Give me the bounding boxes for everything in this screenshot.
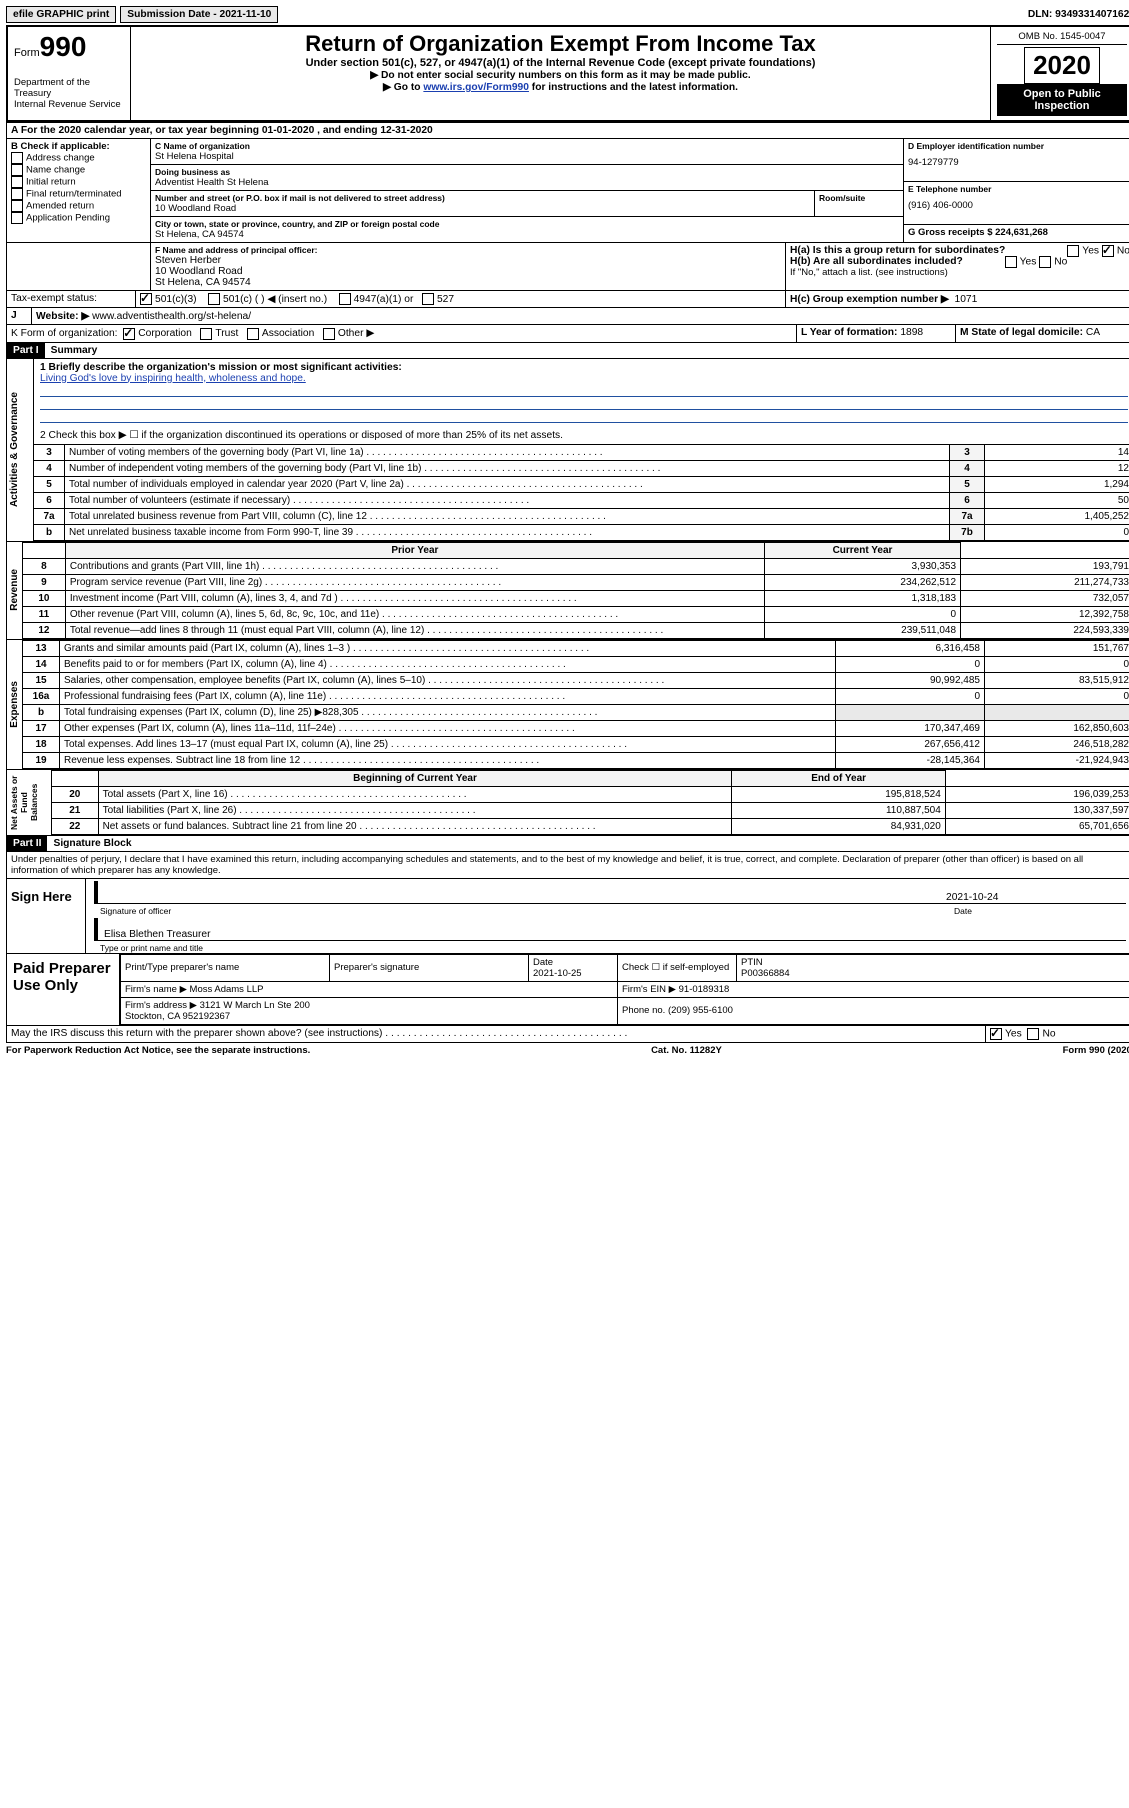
section-b-to-g: B Check if applicable: Address change Na… [6, 139, 1129, 243]
omb-number: OMB No. 1545-0047 [997, 31, 1127, 45]
c-dba-lbl: Doing business as [155, 167, 899, 177]
c-addr: 10 Woodland Road [155, 203, 810, 214]
e-lbl: E Telephone number [908, 184, 1129, 194]
form-subtitle: Under section 501(c), 527, or 4947(a)(1)… [137, 57, 984, 69]
h-b-note: If "No," attach a list. (see instruction… [790, 267, 1129, 278]
vert-netassets: Net Assets or Fund Balances [7, 770, 41, 835]
sign-here: Sign Here [7, 879, 86, 953]
h-a: H(a) Is this a group return for subordin… [790, 245, 1129, 256]
b-title: B Check if applicable: [11, 141, 146, 152]
row-j: J Website: ▶ www.adventisthealth.org/st-… [6, 308, 1129, 325]
i-opts: 501(c)(3) 501(c) ( ) ◀ (insert no.) 4947… [136, 291, 786, 307]
part1-header: Part ISummary [6, 343, 1129, 359]
part2-header: Part IISignature Block [6, 836, 1129, 852]
f-lbl: F Name and address of principal officer: [155, 245, 781, 255]
irs-link[interactable]: www.irs.gov/Form990 [423, 82, 529, 93]
vert-governance: Activities & Governance [7, 388, 22, 511]
top-bar: efile GRAPHIC print Submission Date - 20… [6, 6, 1129, 23]
b-opt-1[interactable]: Name change [11, 164, 146, 176]
efile-button[interactable]: efile GRAPHIC print [6, 6, 116, 23]
c-name-lbl: C Name of organization [155, 141, 899, 151]
netassets-table: Beginning of Current YearEnd of Year 20T… [52, 770, 1129, 835]
c-room-lbl: Room/suite [819, 193, 899, 203]
preparer-block: Paid Preparer Use Only Print/Type prepar… [6, 954, 1129, 1026]
b-opt-4[interactable]: Amended return [11, 200, 146, 212]
c-addr-lbl: Number and street (or P.O. box if mail i… [155, 193, 810, 203]
c-name: St Helena Hospital [155, 151, 899, 162]
form-title: Return of Organization Exempt From Incom… [137, 31, 984, 57]
vert-revenue: Revenue [7, 565, 22, 615]
instruction-1: Do not enter social security numbers on … [137, 69, 984, 81]
row-f-h: F Name and address of principal officer:… [6, 243, 1129, 291]
tax-year: 2020 [1024, 47, 1100, 84]
summary-expenses: Expenses 13Grants and similar amounts pa… [6, 640, 1129, 770]
submission-date: Submission Date - 2021-11-10 [120, 6, 278, 23]
dept-label: Department of the Treasury Internal Reve… [14, 77, 124, 110]
f-val: Steven Herber 10 Woodland Road St Helena… [155, 255, 781, 288]
preparer-table: Print/Type preparer's name Preparer's si… [120, 954, 1129, 1025]
summary-governance: Activities & Governance 1 Briefly descri… [6, 359, 1129, 542]
c-city-lbl: City or town, state or province, country… [155, 219, 899, 229]
vert-expenses: Expenses [7, 677, 22, 732]
footer: For Paperwork Reduction Act Notice, see … [6, 1043, 1129, 1058]
row-i: Tax-exempt status: 501(c)(3) 501(c) ( ) … [6, 291, 1129, 308]
dln: DLN: 93493314071621 [1028, 9, 1129, 20]
governance-table: 3Number of voting members of the governi… [34, 444, 1129, 541]
row-k-l-m: K Form of organization: Corporation Trus… [6, 325, 1129, 342]
q1-val: Living God's love by inspiring health, w… [40, 373, 1128, 384]
summary-revenue: Revenue Prior YearCurrent Year 8Contribu… [6, 542, 1129, 640]
row-a: A For the 2020 calendar year, or tax yea… [6, 123, 1129, 139]
footer-right: Form 990 (2020) [1063, 1045, 1129, 1056]
b-opt-5[interactable]: Application Pending [11, 212, 146, 224]
sign-block: Sign Here 2021-10-24 Signature of office… [6, 879, 1129, 954]
h-b: H(b) Are all subordinates included? Yes … [790, 256, 1129, 267]
form-header: Form990 Department of the Treasury Inter… [6, 25, 1129, 123]
discuss-row: May the IRS discuss this return with the… [6, 1026, 1129, 1043]
footer-left: For Paperwork Reduction Act Notice, see … [6, 1045, 310, 1056]
expenses-table: 13Grants and similar amounts paid (Part … [23, 640, 1129, 769]
footer-mid: Cat. No. 11282Y [651, 1045, 722, 1056]
g-lbl: G Gross receipts $ 224,631,268 [908, 227, 1048, 238]
e-val: (916) 406-0000 [908, 194, 1129, 211]
b-opt-3[interactable]: Final return/terminated [11, 188, 146, 200]
q1: 1 Briefly describe the organization's mi… [40, 362, 1128, 373]
b-opt-0[interactable]: Address change [11, 152, 146, 164]
form-label: Form990 [14, 31, 124, 63]
website[interactable]: www.adventisthealth.org/st-helena/ [92, 311, 251, 322]
h-c: H(c) Group exemption number ▶ 1071 [786, 291, 1129, 307]
c-city: St Helena, CA 94574 [155, 229, 899, 240]
paid-preparer: Paid Preparer Use Only [7, 954, 120, 1025]
d-lbl: D Employer identification number [908, 141, 1129, 151]
c-dba: Adventist Health St Helena [155, 177, 899, 188]
instruction-2: ▶ Go to www.irs.gov/Form990 for instruct… [137, 81, 984, 93]
q2: 2 Check this box ▶ ☐ if the organization… [40, 429, 1128, 441]
open-public: Open to Public Inspection [997, 84, 1127, 116]
revenue-table: Prior YearCurrent Year 8Contributions an… [23, 542, 1129, 639]
declaration: Under penalties of perjury, I declare th… [6, 852, 1129, 879]
b-opt-2[interactable]: Initial return [11, 176, 146, 188]
d-val: 94-1279779 [908, 151, 1129, 168]
summary-netassets: Net Assets or Fund Balances Beginning of… [6, 770, 1129, 836]
